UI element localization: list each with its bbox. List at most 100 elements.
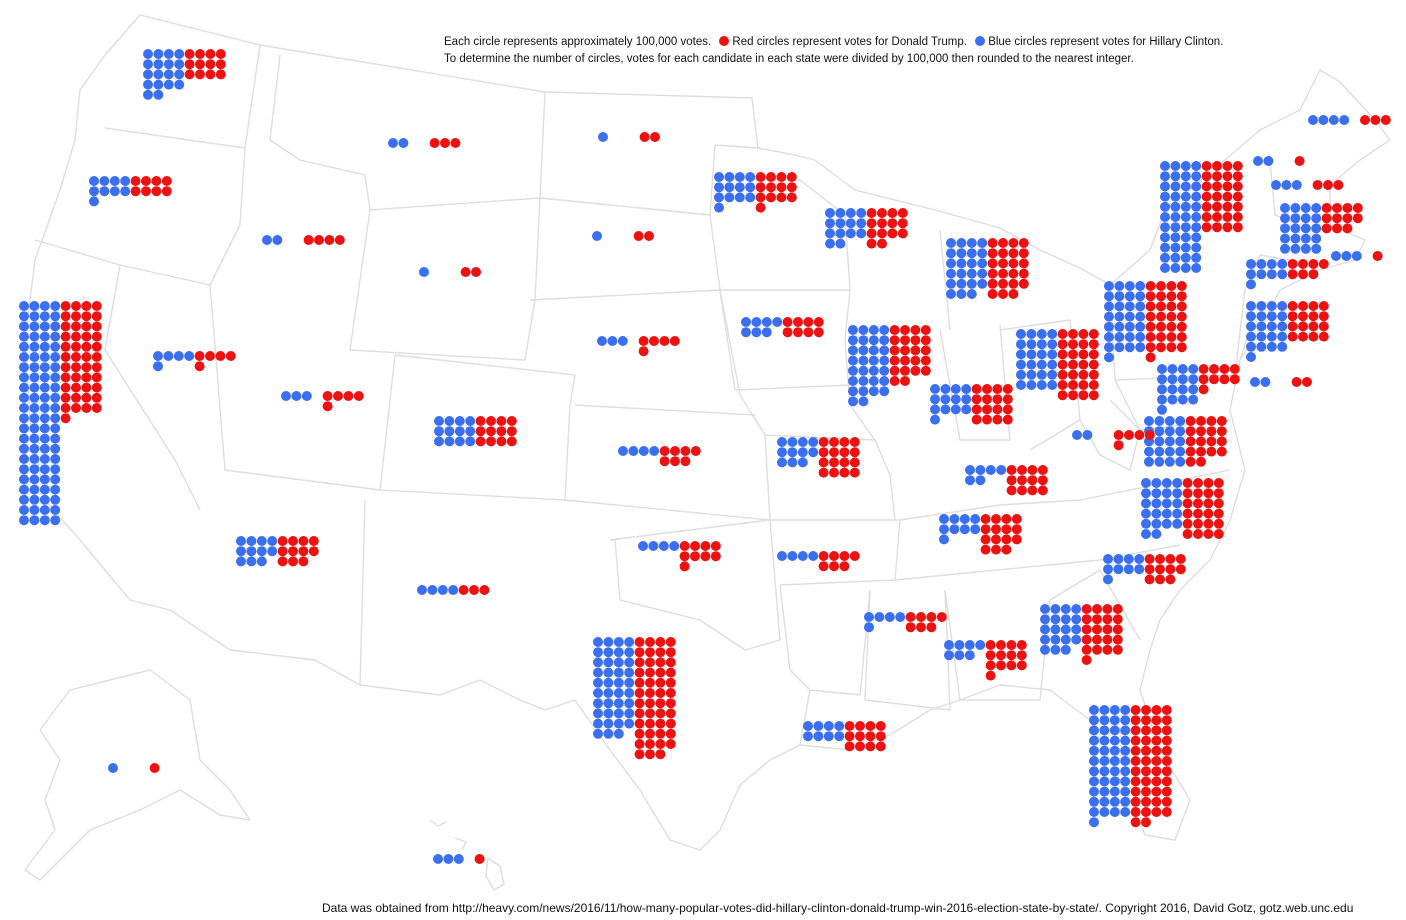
state-votes-mt	[388, 138, 461, 148]
trump-vote-circle	[486, 426, 496, 437]
clinton-vote-circle	[1071, 634, 1082, 645]
clinton-vote-circle	[1246, 279, 1256, 290]
clinton-vote-circle	[39, 331, 50, 342]
clinton-vote-circle	[444, 436, 455, 447]
trump-vote-circle	[161, 176, 172, 186]
trump-vote-circle	[161, 186, 172, 197]
trump-vote-circle	[353, 391, 364, 401]
clinton-vote-circle	[39, 392, 50, 403]
trump-vote-circle	[900, 345, 910, 356]
clinton-vote-circle	[120, 186, 131, 197]
trump-vote-circle	[634, 739, 645, 749]
trump-vote-circle	[1057, 339, 1068, 350]
clinton-vote-circle	[624, 688, 635, 698]
trump-vote-circle	[650, 132, 660, 142]
clinton-vote-circle	[1114, 301, 1125, 312]
clinton-vote-circle	[1124, 311, 1135, 322]
clinton-vote-circle	[648, 541, 659, 551]
trump-vote-circle	[1130, 766, 1141, 777]
clinton-vote-circle	[1026, 339, 1037, 350]
clinton-vote-circle	[592, 231, 602, 241]
trump-vote-circle	[1318, 311, 1329, 322]
trump-vote-circle	[982, 384, 992, 394]
clinton-vote-circle	[1113, 564, 1124, 575]
clinton-vote-circle	[1160, 252, 1170, 263]
clinton-vote-circle	[1277, 341, 1288, 352]
clinton-vote-circle	[454, 426, 465, 437]
clinton-vote-circle	[1103, 564, 1113, 575]
clinton-vote-circle	[1099, 766, 1110, 777]
trump-vote-circle	[665, 718, 676, 729]
trump-vote-circle	[1196, 446, 1206, 457]
clinton-vote-circle	[29, 392, 40, 403]
legend-line-2: To determine the number of circles, vote…	[444, 53, 1134, 65]
state-votes-hi	[433, 854, 485, 864]
clinton-vote-circle	[19, 392, 29, 403]
clinton-vote-circle	[433, 854, 443, 864]
clinton-vote-circle	[1161, 508, 1172, 519]
clinton-vote-circle	[1099, 735, 1110, 746]
trump-vote-circle	[849, 551, 860, 561]
trump-vote-circle	[905, 622, 916, 633]
trump-vote-circle	[1308, 269, 1319, 280]
clinton-vote-circle	[1277, 269, 1288, 280]
trump-vote-circle	[818, 467, 829, 478]
trump-vote-circle	[1232, 222, 1243, 233]
trump-vote-circle	[277, 546, 288, 557]
trump-vote-circle	[829, 457, 839, 468]
clinton-vote-circle	[19, 362, 29, 373]
trump-vote-circle	[308, 536, 319, 546]
clinton-vote-circle	[1188, 384, 1199, 395]
trump-vote-circle	[205, 59, 216, 70]
clinton-vote-circle	[603, 728, 614, 739]
clinton-vote-circle	[1170, 181, 1181, 192]
clinton-vote-circle	[1246, 331, 1256, 342]
trump-vote-circle	[971, 394, 982, 405]
trump-vote-circle	[1232, 201, 1243, 212]
trump-vote-circle	[1068, 349, 1078, 360]
trump-vote-circle	[645, 728, 655, 739]
trump-vote-circle	[60, 413, 71, 424]
trump-vote-circle	[690, 446, 701, 456]
trump-vote-circle	[655, 667, 666, 678]
trump-vote-circle	[1287, 321, 1298, 332]
trump-vote-circle	[670, 456, 680, 467]
trump-vote-circle	[1078, 369, 1089, 380]
clinton-vote-circle	[1191, 212, 1202, 222]
clinton-vote-circle	[593, 728, 603, 739]
trump-vote-circle	[1287, 301, 1298, 311]
clinton-vote-circle	[39, 433, 50, 444]
trump-vote-circle	[818, 437, 829, 447]
trump-vote-circle	[1318, 321, 1329, 332]
trump-vote-circle	[839, 561, 850, 572]
clinton-vote-circle	[985, 465, 996, 475]
clinton-vote-circle	[940, 404, 951, 415]
clinton-vote-circle	[50, 484, 61, 495]
trump-vote-circle	[900, 335, 910, 346]
clinton-vote-circle	[153, 49, 164, 59]
clinton-vote-circle	[1246, 301, 1256, 311]
clinton-vote-circle	[1071, 604, 1082, 614]
state-votes-ma	[1280, 203, 1363, 254]
trump-vote-circle	[81, 392, 92, 403]
trump-vote-circle	[1057, 359, 1068, 370]
clinton-vote-circle	[939, 534, 949, 545]
trump-vote-circle	[665, 698, 676, 709]
trump-vote-circle	[1017, 485, 1027, 496]
trump-vote-circle	[1081, 624, 1092, 635]
clinton-vote-circle	[398, 138, 409, 148]
clinton-vote-circle	[434, 436, 444, 447]
clinton-vote-circle	[236, 546, 246, 557]
clinton-vote-circle	[267, 536, 278, 546]
state-votes-ny	[1160, 161, 1243, 273]
trump-vote-circle	[1318, 331, 1329, 342]
trump-vote-circle	[1113, 440, 1124, 451]
clinton-vote-circle	[1047, 329, 1058, 339]
clinton-vote-circle	[1154, 416, 1165, 426]
clinton-vote-circle	[1170, 212, 1181, 222]
clinton-vote-circle	[1266, 321, 1277, 332]
clinton-vote-circle	[1311, 233, 1322, 244]
trump-vote-circle	[776, 192, 787, 203]
clinton-vote-circle	[1157, 394, 1167, 405]
clinton-vote-circle	[944, 640, 954, 650]
